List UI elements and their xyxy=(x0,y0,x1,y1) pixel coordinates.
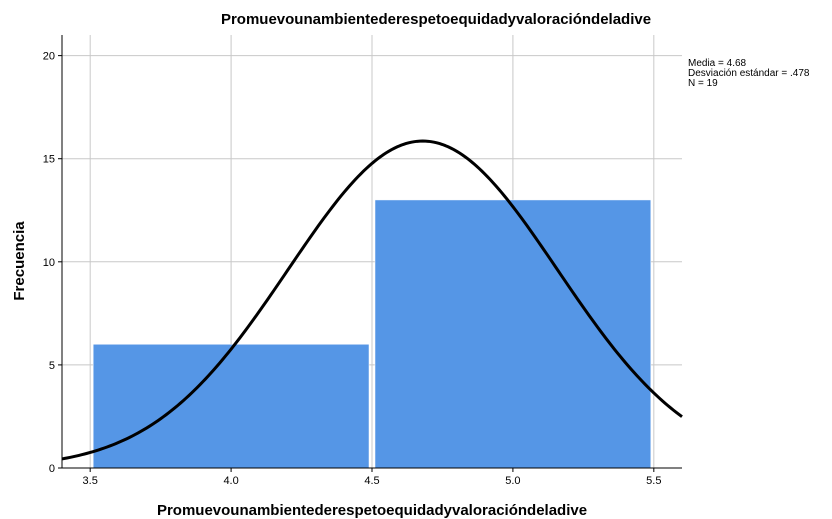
histogram-bar-1 xyxy=(92,344,370,469)
y-tick-label: 5 xyxy=(49,360,55,372)
chart-title: Promuevounambientederespetoequidadyvalor… xyxy=(221,11,651,28)
x-tick-label: 5.5 xyxy=(646,475,661,487)
y-tick-label: 20 xyxy=(43,51,55,63)
histogram-bars xyxy=(92,199,652,469)
x-tick-label: 3.5 xyxy=(83,475,98,487)
normal-curve-layer xyxy=(61,139,683,461)
y-tick-label: 10 xyxy=(43,257,55,269)
y-tick-label: 0 xyxy=(49,463,55,475)
stat-n: N = 19 xyxy=(688,78,718,89)
x-tick-label: 5.0 xyxy=(505,475,520,487)
axes xyxy=(58,35,682,472)
x-axis-title: Promuevounambientederespetoequidadyvalor… xyxy=(157,502,587,519)
x-tick-label: 4.5 xyxy=(364,475,379,487)
normal-curve xyxy=(61,139,683,461)
histogram-bar-2 xyxy=(374,199,652,469)
tick-labels: 3.5 4.0 4.5 5.0 5.5 0 5 10 15 20 xyxy=(43,51,662,487)
y-tick-label: 15 xyxy=(43,154,55,166)
y-axis-title: Frecuencia xyxy=(11,221,28,301)
stat-mean: Media = 4.68 xyxy=(688,58,747,69)
stat-sd: Desviación estándar = .478 xyxy=(688,68,810,79)
x-tick-label: 4.0 xyxy=(223,475,238,487)
